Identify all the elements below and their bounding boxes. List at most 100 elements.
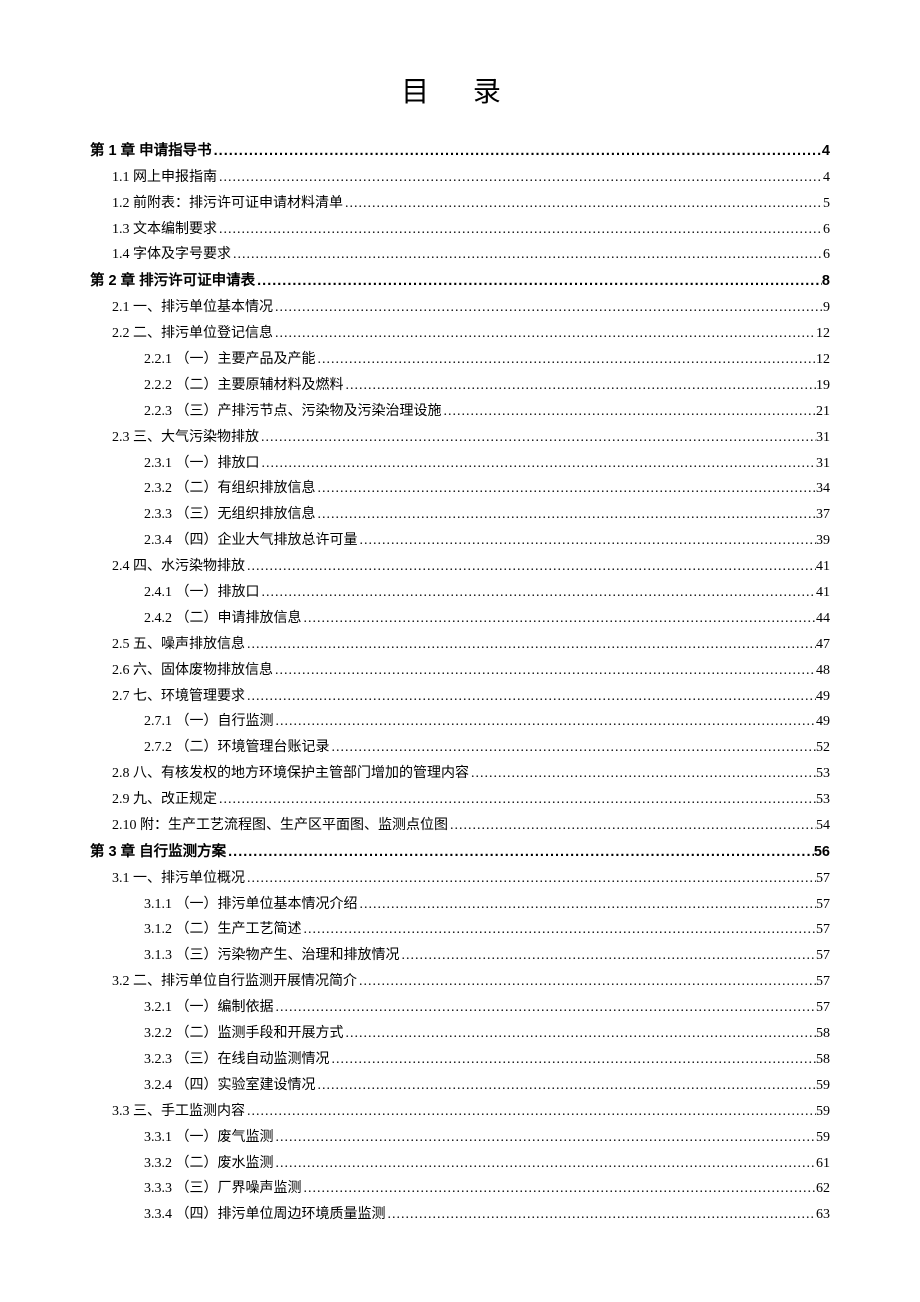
toc-entry-page: 57 (816, 892, 830, 918)
toc-entry-page: 9 (823, 295, 830, 321)
toc-leader-dots (330, 735, 817, 761)
toc-entry-label: 3.2.2 （二）监测手段和开展方式 (144, 1021, 344, 1047)
toc-entry-label: 2.5 五、噪声排放信息 (112, 632, 245, 658)
toc-leader-dots (316, 476, 817, 502)
toc-entry-label: 3.3 三、手工监测内容 (112, 1099, 245, 1125)
toc-entry: 第 2 章 排污许可证申请表8 (90, 268, 830, 295)
toc-entry-label: 2.2.3 （三）产排污节点、污染物及污染治理设施 (144, 399, 442, 425)
toc-entry: 2.2.3 （三）产排污节点、污染物及污染治理设施 21 (90, 399, 830, 425)
toc-entry-label: 3.2.3 （三）在线自动监测情况 (144, 1047, 330, 1073)
toc-entry: 3.3 三、手工监测内容 59 (90, 1099, 830, 1125)
toc-entry-label: 3.3.3 （三）厂界噪声监测 (144, 1176, 302, 1202)
toc-entry-page: 63 (816, 1202, 830, 1228)
toc-entry-page: 61 (816, 1151, 830, 1177)
toc-entry-label: 2.3 三、大气污染物排放 (112, 425, 259, 451)
toc-entry: 2.2 二、排污单位登记信息 12 (90, 321, 830, 347)
toc-entry-page: 57 (816, 969, 830, 995)
toc-entry: 1.3 文本编制要求 6 (90, 217, 830, 243)
toc-entry-label: 2.9 九、改正规定 (112, 787, 217, 813)
toc-entry-label: 3.2.4 （四）实验室建设情况 (144, 1073, 316, 1099)
toc-leader-dots (217, 165, 823, 191)
toc-leader-dots (316, 502, 817, 528)
toc-entry: 2.10 附：生产工艺流程图、生产区平面图、监测点位图54 (90, 813, 830, 839)
toc-entry-page: 41 (816, 554, 830, 580)
toc-entry: 2.3.2 （二）有组织排放信息 34 (90, 476, 830, 502)
toc-entry-page: 4 (822, 138, 830, 165)
toc-entry: 2.5 五、噪声排放信息 47 (90, 632, 830, 658)
toc-entry: 2.3.3 （三）无组织排放信息 37 (90, 502, 830, 528)
toc-entry-page: 12 (816, 321, 830, 347)
toc-entry-page: 57 (816, 943, 830, 969)
toc-entry-label: 2.7.1 （一）自行监测 (144, 709, 274, 735)
toc-leader-dots (273, 658, 816, 684)
toc-entry: 1.1 网上申报指南 4 (90, 165, 830, 191)
toc-entry: 2.9 九、改正规定 53 (90, 787, 830, 813)
toc-entry-label: 2.4.2 （二）申请排放信息 (144, 606, 302, 632)
toc-entry-label: 3.1.3 （三）污染物产生、治理和排放情况 (144, 943, 400, 969)
table-of-contents: 第 1 章 申请指导书41.1 网上申报指南 41.2 前附表：排污许可证申请材… (90, 138, 830, 1228)
toc-leader-dots (273, 321, 816, 347)
toc-leader-dots (343, 191, 823, 217)
toc-entry: 3.1 一、排污单位概况 57 (90, 866, 830, 892)
toc-entry: 2.1 一、排污单位基本情况 9 (90, 295, 830, 321)
toc-entry-page: 62 (816, 1176, 830, 1202)
toc-leader-dots (316, 347, 817, 373)
toc-entry: 2.4.2 （二）申请排放信息 44 (90, 606, 830, 632)
toc-entry-page: 49 (816, 709, 830, 735)
toc-leader-dots (358, 528, 817, 554)
toc-leader-dots (245, 684, 816, 710)
toc-entry: 第 1 章 申请指导书4 (90, 138, 830, 165)
toc-entry-label: 第 3 章 自行监测方案 (90, 839, 226, 866)
toc-entry-label: 3.1 一、排污单位概况 (112, 866, 245, 892)
toc-entry-label: 1.4 字体及字号要求 (112, 242, 231, 268)
toc-entry-label: 2.3.2 （二）有组织排放信息 (144, 476, 316, 502)
toc-entry-page: 5 (823, 191, 830, 217)
toc-entry-page: 57 (816, 917, 830, 943)
toc-leader-dots (330, 1047, 817, 1073)
toc-entry-page: 6 (823, 242, 830, 268)
toc-entry: 3.2 二、排污单位自行监测开展情况简介57 (90, 969, 830, 995)
toc-entry: 3.3.4 （四）排污单位周边环境质量监测 63 (90, 1202, 830, 1228)
toc-entry-page: 59 (816, 1073, 830, 1099)
toc-entry-label: 2.2 二、排污单位登记信息 (112, 321, 273, 347)
toc-entry-label: 2.3.3 （三）无组织排放信息 (144, 502, 316, 528)
toc-entry: 3.3.3 （三）厂界噪声监测 62 (90, 1176, 830, 1202)
toc-entry: 3.3.1 （一）废气监测 59 (90, 1125, 830, 1151)
toc-entry-page: 21 (816, 399, 830, 425)
toc-entry: 2.4.1 （一）排放口41 (90, 580, 830, 606)
toc-entry: 2.2.1 （一）主要产品及产能 12 (90, 347, 830, 373)
toc-entry: 3.2.2 （二）监测手段和开展方式 58 (90, 1021, 830, 1047)
toc-entry-page: 31 (816, 425, 830, 451)
toc-entry-page: 31 (816, 451, 830, 477)
toc-entry-page: 58 (816, 1021, 830, 1047)
toc-leader-dots (274, 995, 817, 1021)
toc-entry: 2.7.1 （一）自行监测 49 (90, 709, 830, 735)
toc-entry-page: 47 (816, 632, 830, 658)
toc-entry-page: 8 (822, 268, 830, 295)
toc-entry-label: 2.6 六、固体废物排放信息 (112, 658, 273, 684)
toc-leader-dots (212, 138, 822, 165)
toc-entry: 3.2.3 （三）在线自动监测情况 58 (90, 1047, 830, 1073)
toc-entry-page: 52 (816, 735, 830, 761)
toc-leader-dots (386, 1202, 817, 1228)
toc-entry-page: 59 (816, 1099, 830, 1125)
toc-entry-label: 1.1 网上申报指南 (112, 165, 217, 191)
document-title: 目 录 (90, 70, 830, 110)
toc-leader-dots (274, 1151, 817, 1177)
toc-leader-dots (400, 943, 817, 969)
toc-leader-dots (273, 295, 823, 321)
toc-leader-dots (344, 373, 817, 399)
toc-leader-dots (255, 268, 822, 295)
toc-leader-dots (245, 554, 816, 580)
toc-entry-page: 37 (816, 502, 830, 528)
toc-entry-page: 19 (816, 373, 830, 399)
toc-entry: 3.2.4 （四）实验室建设情况 59 (90, 1073, 830, 1099)
toc-leader-dots (217, 217, 823, 243)
toc-entry-page: 53 (816, 761, 830, 787)
toc-entry: 3.2.1 （一）编制依据 57 (90, 995, 830, 1021)
toc-entry-page: 58 (816, 1047, 830, 1073)
toc-entry-label: 1.3 文本编制要求 (112, 217, 217, 243)
toc-entry: 第 3 章 自行监测方案56 (90, 839, 830, 866)
toc-entry: 3.1.1 （一）排污单位基本情况介绍 57 (90, 892, 830, 918)
toc-entry-page: 57 (816, 995, 830, 1021)
